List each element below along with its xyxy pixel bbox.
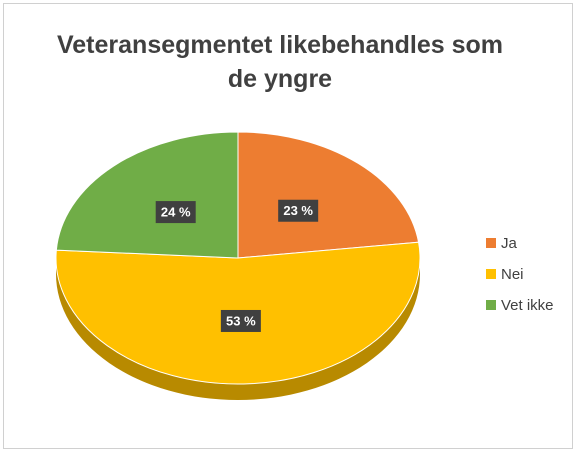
legend-swatch [486,238,496,248]
data-label: 53 % [226,313,256,328]
legend-label: Ja [501,235,518,252]
slice [237,131,420,259]
legend-label: Nei [501,266,524,283]
slice [55,131,239,259]
data-label-box [220,309,261,332]
legend-label: Vet ikke [501,297,554,314]
data-label-box [155,201,196,224]
data-label: 23 % [283,203,313,218]
data-label: 24 % [161,205,191,220]
data-label-box [278,199,319,222]
chart-title: Veteransegmentet likebehandles som de yn… [56,31,503,93]
legend-swatch [486,269,496,279]
legend-swatch [486,300,496,310]
